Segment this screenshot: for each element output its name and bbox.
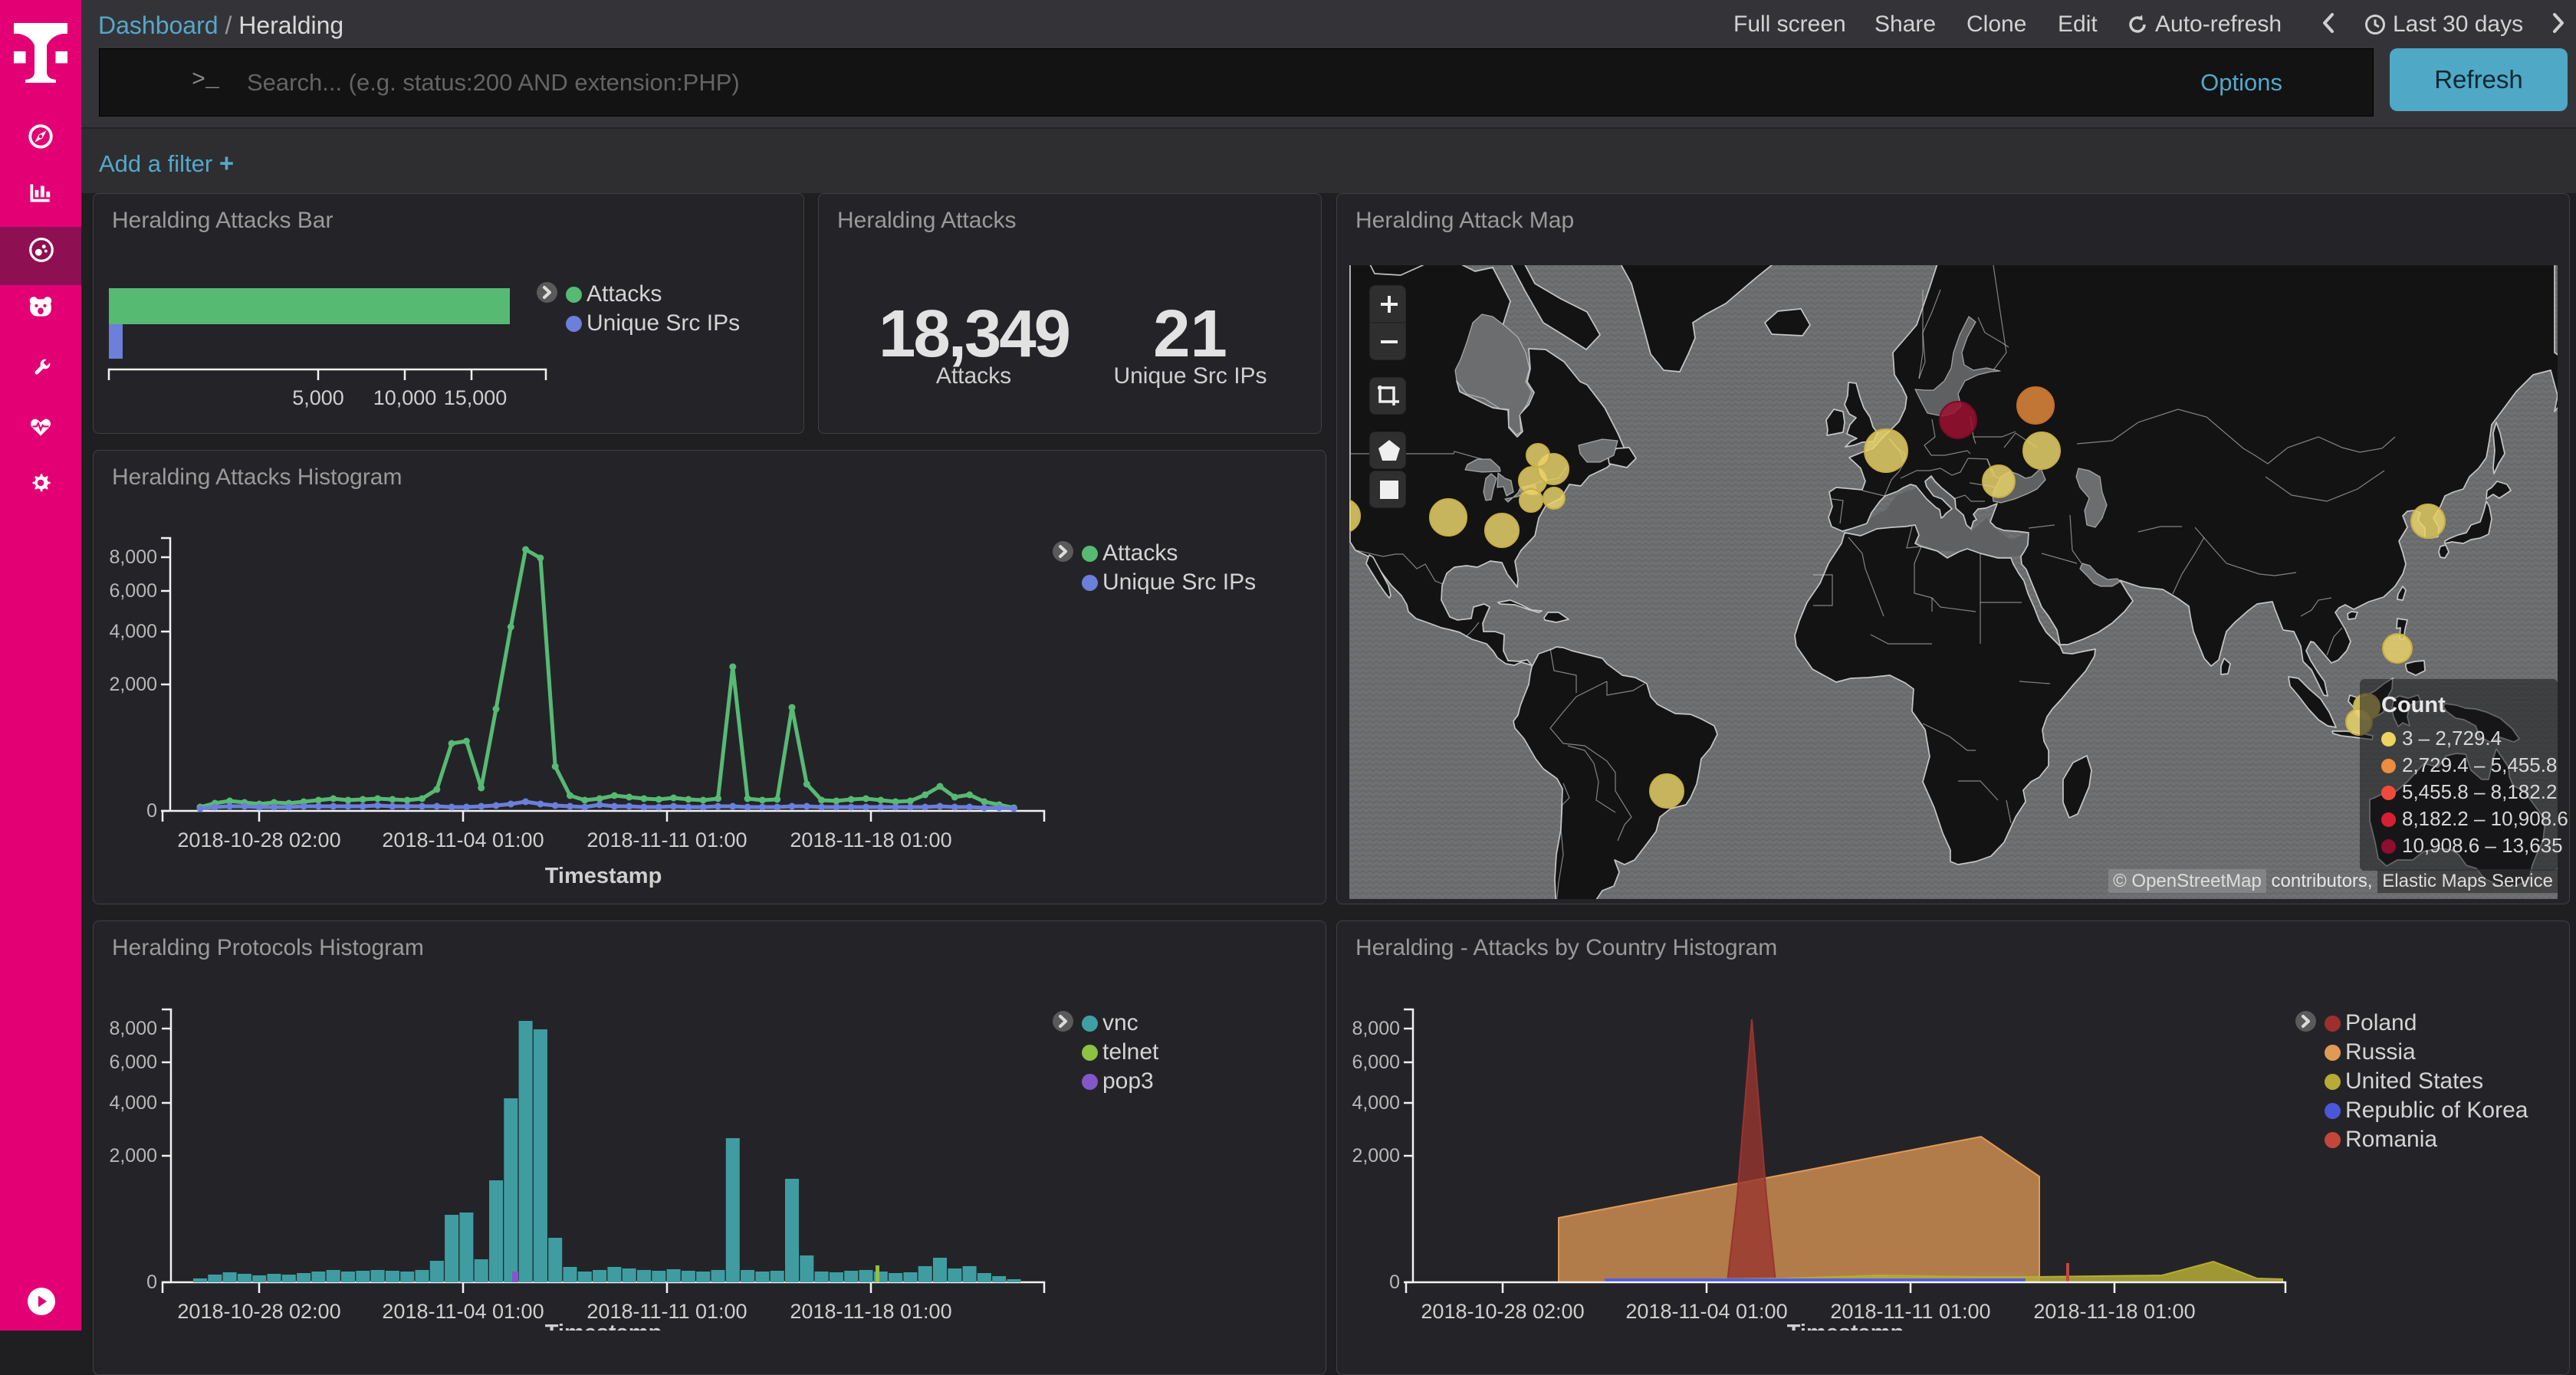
svg-text:0: 0 — [1389, 1272, 1400, 1293]
svg-text:10,000: 10,000 — [373, 386, 437, 409]
svg-text:8,000: 8,000 — [1352, 1018, 1400, 1039]
svg-text:6,000: 6,000 — [109, 580, 157, 602]
svg-text:2018-11-11 01:00: 2018-11-11 01:00 — [586, 1300, 747, 1323]
svg-text:0: 0 — [146, 800, 157, 822]
svg-text:2018-10-28 02:00: 2018-10-28 02:00 — [177, 829, 340, 852]
svg-text:0: 0 — [146, 1272, 157, 1293]
svg-text:2,000: 2,000 — [1352, 1145, 1400, 1167]
svg-text:2,000: 2,000 — [109, 674, 157, 695]
svg-text:5,000: 5,000 — [292, 386, 344, 409]
svg-text:2018-11-18 01:00: 2018-11-18 01:00 — [790, 829, 951, 852]
svg-text:15,000: 15,000 — [444, 386, 508, 409]
svg-text:6,000: 6,000 — [109, 1052, 157, 1073]
svg-text:2018-11-18 01:00: 2018-11-18 01:00 — [790, 1300, 951, 1323]
svg-text:4,000: 4,000 — [1352, 1092, 1400, 1114]
svg-text:2018-11-04 01:00: 2018-11-04 01:00 — [1625, 1300, 1787, 1323]
svg-text:Timestamp: Timestamp — [1787, 1321, 1904, 1331]
svg-text:2018-11-11 01:00: 2018-11-11 01:00 — [1830, 1300, 1990, 1323]
svg-text:2018-10-28 02:00: 2018-10-28 02:00 — [1421, 1300, 1584, 1323]
svg-text:Timestamp: Timestamp — [545, 864, 662, 888]
svg-text:Timestamp: Timestamp — [545, 1321, 662, 1331]
svg-text:2018-11-04 01:00: 2018-11-04 01:00 — [382, 829, 544, 852]
svg-text:2018-11-18 01:00: 2018-11-18 01:00 — [2033, 1300, 2195, 1323]
svg-text:8,000: 8,000 — [109, 546, 157, 568]
svg-text:4,000: 4,000 — [109, 1092, 157, 1114]
svg-text:8,000: 8,000 — [109, 1018, 157, 1039]
svg-text:2018-11-11 01:00: 2018-11-11 01:00 — [586, 829, 747, 852]
svg-text:6,000: 6,000 — [1352, 1052, 1400, 1073]
svg-text:4,000: 4,000 — [109, 621, 157, 642]
svg-text:2,000: 2,000 — [109, 1145, 157, 1167]
svg-text:2018-11-04 01:00: 2018-11-04 01:00 — [382, 1300, 544, 1323]
svg-text:2018-10-28 02:00: 2018-10-28 02:00 — [177, 1300, 340, 1323]
